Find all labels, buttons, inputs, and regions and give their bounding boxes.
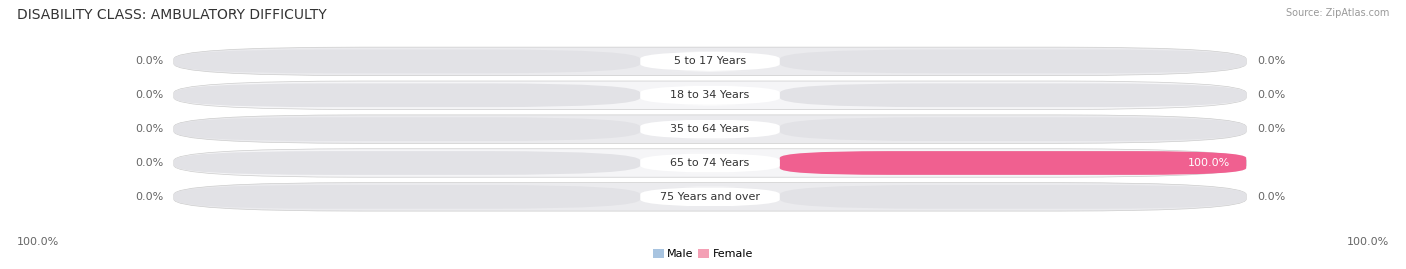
FancyBboxPatch shape <box>780 151 1246 175</box>
Text: 0.0%: 0.0% <box>135 124 163 134</box>
FancyBboxPatch shape <box>174 81 1246 109</box>
Text: 0.0%: 0.0% <box>1257 56 1285 66</box>
FancyBboxPatch shape <box>640 119 780 139</box>
FancyBboxPatch shape <box>780 83 1246 107</box>
FancyBboxPatch shape <box>174 49 640 73</box>
Text: Source: ZipAtlas.com: Source: ZipAtlas.com <box>1285 8 1389 18</box>
Text: 0.0%: 0.0% <box>1257 192 1285 202</box>
FancyBboxPatch shape <box>780 117 1246 141</box>
Text: 0.0%: 0.0% <box>1257 124 1285 134</box>
Legend: Male, Female: Male, Female <box>648 244 758 263</box>
Text: 35 to 64 Years: 35 to 64 Years <box>671 124 749 134</box>
Text: 0.0%: 0.0% <box>135 90 163 100</box>
Text: 0.0%: 0.0% <box>135 56 163 66</box>
FancyBboxPatch shape <box>174 115 1246 143</box>
Text: 0.0%: 0.0% <box>1257 90 1285 100</box>
Text: 18 to 34 Years: 18 to 34 Years <box>671 90 749 100</box>
Text: 100.0%: 100.0% <box>17 238 59 247</box>
FancyBboxPatch shape <box>780 151 1246 175</box>
Text: 5 to 17 Years: 5 to 17 Years <box>673 56 747 66</box>
FancyBboxPatch shape <box>780 185 1246 209</box>
Text: 0.0%: 0.0% <box>135 158 163 168</box>
FancyBboxPatch shape <box>780 49 1246 73</box>
FancyBboxPatch shape <box>640 187 780 207</box>
Text: DISABILITY CLASS: AMBULATORY DIFFICULTY: DISABILITY CLASS: AMBULATORY DIFFICULTY <box>17 8 326 22</box>
Text: 0.0%: 0.0% <box>135 192 163 202</box>
FancyBboxPatch shape <box>174 183 1246 211</box>
FancyBboxPatch shape <box>640 51 780 72</box>
FancyBboxPatch shape <box>174 185 640 209</box>
Text: 65 to 74 Years: 65 to 74 Years <box>671 158 749 168</box>
FancyBboxPatch shape <box>640 153 780 173</box>
FancyBboxPatch shape <box>174 83 640 107</box>
FancyBboxPatch shape <box>640 85 780 105</box>
FancyBboxPatch shape <box>174 47 1246 76</box>
FancyBboxPatch shape <box>174 151 640 175</box>
FancyBboxPatch shape <box>174 117 640 141</box>
Text: 100.0%: 100.0% <box>1188 158 1230 168</box>
Text: 75 Years and over: 75 Years and over <box>659 192 761 202</box>
FancyBboxPatch shape <box>174 149 1246 177</box>
Text: 100.0%: 100.0% <box>1347 238 1389 247</box>
